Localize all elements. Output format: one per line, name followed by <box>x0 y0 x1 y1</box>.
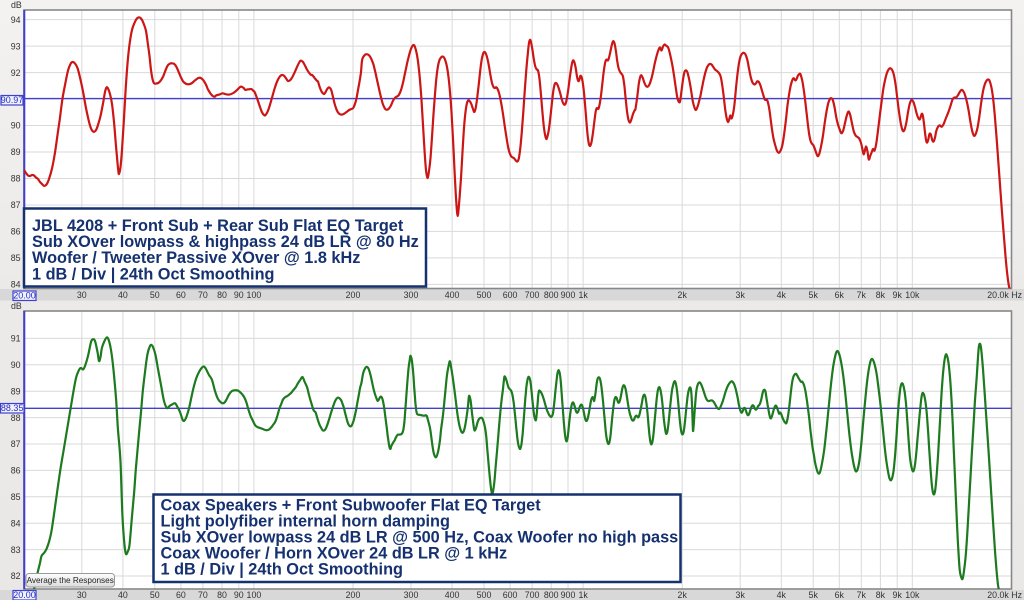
svg-text:2k: 2k <box>678 590 688 600</box>
svg-text:100: 100 <box>247 590 262 600</box>
svg-text:3k: 3k <box>736 590 746 600</box>
svg-text:5k: 5k <box>809 590 819 600</box>
svg-text:86: 86 <box>11 227 21 237</box>
svg-text:7k: 7k <box>857 290 867 300</box>
svg-text:900: 900 <box>561 290 576 300</box>
svg-text:1 dB / Div | 24th Oct Smoothin: 1 dB / Div | 24th Oct Smoothing <box>161 561 403 579</box>
svg-text:85: 85 <box>11 253 21 263</box>
svg-text:JBL 4208 + Front Sub + Rear Su: JBL 4208 + Front Sub + Rear Sub Flat EQ … <box>32 217 404 235</box>
svg-text:87: 87 <box>11 200 21 210</box>
svg-text:90.97: 90.97 <box>1 95 24 105</box>
svg-text:6k: 6k <box>835 290 845 300</box>
svg-text:1 dB / Div | 24th Oct Smoothin: 1 dB / Div | 24th Oct Smoothing <box>32 265 274 283</box>
svg-text:89: 89 <box>11 386 21 396</box>
svg-text:8k: 8k <box>876 290 886 300</box>
svg-text:80: 80 <box>217 590 227 600</box>
svg-text:500: 500 <box>477 290 492 300</box>
svg-text:50: 50 <box>150 590 160 600</box>
svg-text:83: 83 <box>11 545 21 555</box>
svg-text:10k: 10k <box>905 290 920 300</box>
svg-text:93: 93 <box>11 41 21 51</box>
svg-text:90: 90 <box>234 590 244 600</box>
svg-text:80: 80 <box>217 290 227 300</box>
svg-text:40: 40 <box>118 590 128 600</box>
svg-text:30: 30 <box>77 590 87 600</box>
svg-text:800: 800 <box>544 590 559 600</box>
svg-text:Average the Responses: Average the Responses <box>27 576 114 585</box>
svg-text:7k: 7k <box>857 590 867 600</box>
svg-text:91: 91 <box>11 334 21 344</box>
svg-text:9k: 9k <box>893 290 903 300</box>
svg-text:500: 500 <box>477 590 492 600</box>
svg-text:20.0k Hz: 20.0k Hz <box>987 590 1022 600</box>
svg-text:200: 200 <box>346 590 361 600</box>
svg-text:4k: 4k <box>777 290 787 300</box>
svg-text:Sub XOver lowpass & highpass 2: Sub XOver lowpass & highpass 24 dB LR @ … <box>32 233 419 251</box>
svg-text:400: 400 <box>445 590 460 600</box>
svg-text:800: 800 <box>544 290 559 300</box>
svg-text:700: 700 <box>525 290 540 300</box>
svg-text:82: 82 <box>11 571 21 581</box>
svg-text:50: 50 <box>150 290 160 300</box>
svg-text:40: 40 <box>118 290 128 300</box>
svg-text:600: 600 <box>503 290 518 300</box>
svg-text:60: 60 <box>176 590 186 600</box>
svg-text:600: 600 <box>503 590 518 600</box>
svg-text:90: 90 <box>234 290 244 300</box>
svg-text:Sub XOver lowpass 24 dB LR @ 5: Sub XOver lowpass 24 dB LR @ 500 Hz, Coa… <box>161 529 679 547</box>
svg-text:70: 70 <box>198 590 208 600</box>
svg-text:88.35: 88.35 <box>1 403 24 413</box>
svg-text:30: 30 <box>77 290 87 300</box>
svg-text:200: 200 <box>346 290 361 300</box>
svg-text:Light polyfiber internal horn: Light polyfiber internal horn damping <box>161 513 450 531</box>
svg-text:1k: 1k <box>578 590 588 600</box>
svg-text:300: 300 <box>404 590 419 600</box>
svg-text:92: 92 <box>11 68 21 78</box>
svg-text:5k: 5k <box>809 290 819 300</box>
svg-text:Woofer / Tweeter Passive XOver: Woofer / Tweeter Passive XOver @ 1.8 kHz <box>32 249 360 267</box>
svg-text:86: 86 <box>11 466 21 476</box>
svg-text:20.00: 20.00 <box>13 291 36 301</box>
svg-text:84: 84 <box>11 280 21 290</box>
svg-text:87: 87 <box>11 439 21 449</box>
svg-text:60: 60 <box>176 290 186 300</box>
svg-text:3k: 3k <box>736 290 746 300</box>
svg-text:dB: dB <box>11 301 22 311</box>
svg-text:70: 70 <box>198 290 208 300</box>
svg-text:85: 85 <box>11 492 21 502</box>
svg-text:8k: 8k <box>876 590 886 600</box>
svg-text:700: 700 <box>525 590 540 600</box>
svg-text:2k: 2k <box>678 290 688 300</box>
svg-text:1k: 1k <box>578 290 588 300</box>
svg-text:20.00: 20.00 <box>13 590 36 600</box>
svg-text:90: 90 <box>11 121 21 131</box>
svg-text:400: 400 <box>445 290 460 300</box>
svg-text:Coax Woofer / Horn XOver 24 dB: Coax Woofer / Horn XOver 24 dB LR @ 1 kH… <box>161 545 508 563</box>
svg-text:dB: dB <box>11 0 22 10</box>
svg-text:88: 88 <box>11 413 21 423</box>
svg-text:Coax Speakers + Front Subwoofe: Coax Speakers + Front Subwoofer Flat EQ … <box>161 497 542 515</box>
svg-text:6k: 6k <box>835 590 845 600</box>
svg-text:88: 88 <box>11 174 21 184</box>
svg-text:90: 90 <box>11 360 21 370</box>
svg-text:100: 100 <box>247 290 262 300</box>
svg-text:84: 84 <box>11 518 21 528</box>
svg-text:4k: 4k <box>777 590 787 600</box>
svg-text:9k: 9k <box>893 590 903 600</box>
svg-text:94: 94 <box>11 15 21 25</box>
svg-text:89: 89 <box>11 147 21 157</box>
svg-text:900: 900 <box>561 590 576 600</box>
svg-text:300: 300 <box>404 290 419 300</box>
svg-text:10k: 10k <box>905 590 920 600</box>
svg-text:20.0k Hz: 20.0k Hz <box>987 290 1022 300</box>
